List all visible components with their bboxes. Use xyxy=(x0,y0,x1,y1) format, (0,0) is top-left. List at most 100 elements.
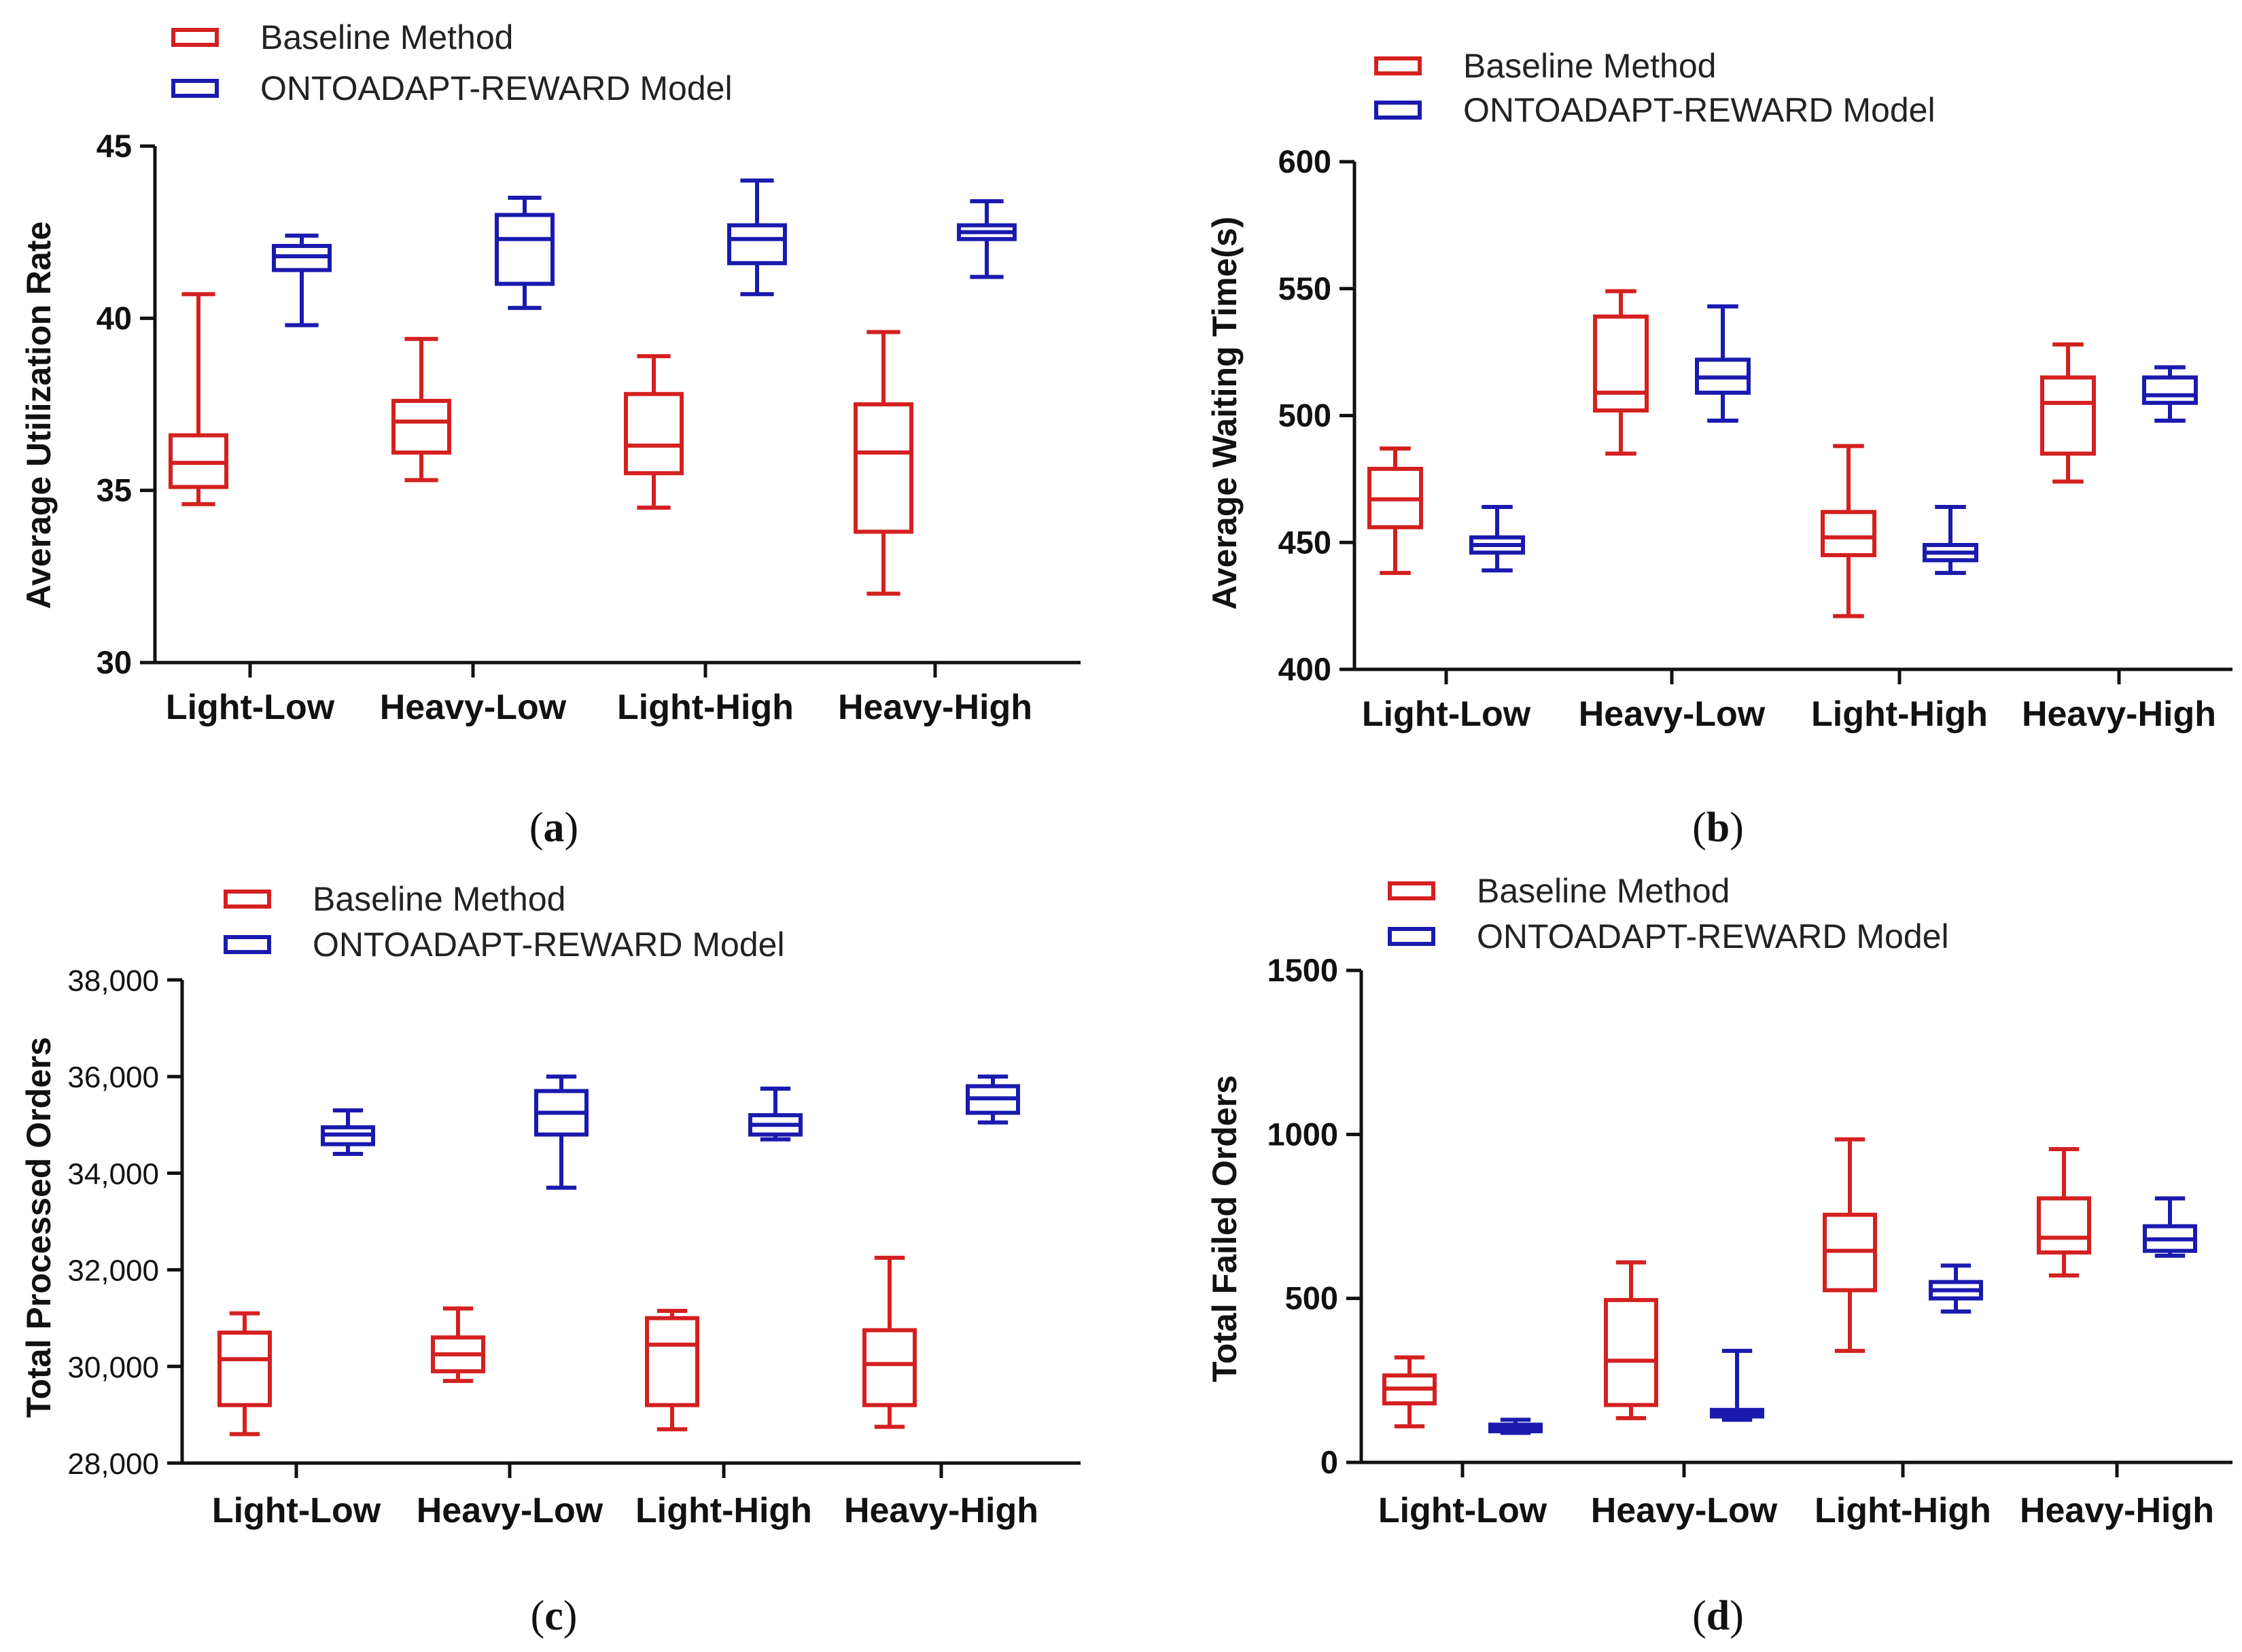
y-tick-label: 30 xyxy=(97,644,132,680)
x-category-label: Light-High xyxy=(635,1491,812,1530)
series-ontoadapt xyxy=(1469,304,2198,576)
box-plot xyxy=(534,1074,589,1190)
legend: Baseline Method ONTOADAPT-REWARD Model xyxy=(171,18,733,107)
box-plot xyxy=(1469,504,1525,573)
x-category-label: Heavy-High xyxy=(838,688,1032,727)
box-iqr xyxy=(854,402,913,534)
legend-swatch-ontoadapt xyxy=(224,935,271,954)
x-category-label: Light-Low xyxy=(1362,695,1531,734)
chart-panel-a: Baseline Method ONTOADAPT-REWARD Model 30 3… xyxy=(20,18,1081,851)
box-plot xyxy=(1821,444,1876,618)
box-plot xyxy=(727,178,787,296)
box-plot xyxy=(1929,1263,1983,1314)
legend-swatch-baseline xyxy=(224,890,271,909)
legend-swatch-baseline xyxy=(1374,56,1422,75)
legend-label: ONTOADAPT-REWARD Model xyxy=(313,926,785,964)
box-plot xyxy=(1823,1137,1877,1353)
panel-label: (a) xyxy=(529,805,578,851)
box-plot xyxy=(748,1086,803,1142)
box-iqr xyxy=(2142,375,2198,405)
box-plot xyxy=(645,1309,699,1432)
box-plot xyxy=(1593,289,1649,456)
box-plot xyxy=(2040,342,2096,484)
legend-label: ONTOADAPT-REWARD Model xyxy=(1477,917,1949,955)
x-category-label: Light-High xyxy=(1811,695,1988,734)
box-plot xyxy=(1382,1355,1437,1428)
box-iqr xyxy=(645,1316,699,1407)
y-tick-label: 0 xyxy=(1320,1444,1338,1480)
legend-label: Baseline Method xyxy=(313,880,565,918)
y-tick-label: 45 xyxy=(97,128,132,164)
x-category-label: Light-High xyxy=(1815,1491,1991,1530)
y-tick-label: 500 xyxy=(1285,1280,1338,1316)
panel-label: (d) xyxy=(1692,1593,1744,1639)
box-plot xyxy=(1710,1348,1764,1422)
box-iqr xyxy=(624,391,684,476)
box-plot xyxy=(1367,446,1423,576)
y-tick-label: 400 xyxy=(1278,651,1331,687)
box-iqr xyxy=(2037,1196,2091,1255)
legend-label: Baseline Method xyxy=(1477,872,1730,910)
x-category-label: Light-Low xyxy=(212,1491,381,1530)
box-plot xyxy=(2143,1196,2197,1258)
legend-label: Baseline Method xyxy=(260,18,513,56)
x-category-label: Heavy-High xyxy=(2022,695,2216,734)
box-iqr xyxy=(862,1328,917,1407)
x-category-label: Light-High xyxy=(617,688,794,727)
x-category-label: Light-Low xyxy=(1378,1491,1547,1530)
legend-swatch-ontoadapt xyxy=(1374,101,1422,120)
chart-panel-b: Baseline Method ONTOADAPT-REWARD Model 400… xyxy=(1206,47,2232,851)
y-tick-label: 500 xyxy=(1278,398,1331,434)
series-ontoadapt xyxy=(272,178,1017,328)
box-plot xyxy=(495,196,555,311)
y-axis-title: Total Failed Orders xyxy=(1206,1075,1244,1382)
x-category-label: Heavy-Low xyxy=(380,688,567,727)
x-category-label: Heavy-Low xyxy=(1591,1491,1778,1530)
series-baseline xyxy=(217,1255,917,1437)
legend-swatch-ontoadapt xyxy=(1388,927,1435,946)
box-plot xyxy=(2037,1147,2091,1278)
legend-swatch-baseline xyxy=(1388,881,1435,900)
box-plot xyxy=(272,233,332,328)
legend: Baseline Method ONTOADAPT-REWARD Model xyxy=(1388,872,1949,955)
box-plot xyxy=(431,1306,485,1384)
y-axis-title: Average Utilization Rate xyxy=(20,222,58,610)
y-tick-label: 450 xyxy=(1278,524,1331,560)
box-iqr xyxy=(1593,314,1649,413)
legend: Baseline Method ONTOADAPT-REWARD Model xyxy=(1374,47,1936,129)
box-plot xyxy=(2142,365,2198,423)
y-axis-title: Average Waiting Time(s) xyxy=(1206,217,1244,610)
y-tick-label: 38,000 xyxy=(67,964,159,998)
legend-label: ONTOADAPT-REWARD Model xyxy=(1463,91,1936,129)
box-plot xyxy=(624,354,684,510)
series-ontoadapt xyxy=(1488,1196,2197,1435)
y-tick-label: 36,000 xyxy=(67,1061,159,1094)
y-tick-label: 28,000 xyxy=(67,1447,159,1481)
y-tick-label: 1500 xyxy=(1267,952,1338,988)
series-baseline xyxy=(169,292,913,596)
box-plot xyxy=(1604,1260,1658,1420)
box-iqr xyxy=(727,223,787,266)
panel-label: (b) xyxy=(1692,805,1744,851)
x-category-label: Heavy-Low xyxy=(417,1491,603,1530)
box-plot xyxy=(321,1108,375,1156)
x-category-label: Light-Low xyxy=(166,688,335,727)
box-plot xyxy=(957,199,1017,279)
box-plot xyxy=(217,1311,272,1437)
box-plot xyxy=(1695,304,1751,423)
box-plot xyxy=(1923,504,1978,576)
y-tick-label: 35 xyxy=(97,472,132,508)
y-tick-label: 1000 xyxy=(1267,1116,1338,1152)
box-iqr xyxy=(217,1331,272,1407)
chart-panel-d: Baseline Method ONTOADAPT-REWARD Model 0 50… xyxy=(1206,872,2232,1639)
box-plot xyxy=(169,292,228,506)
y-tick-label: 32,000 xyxy=(67,1254,159,1288)
series-ontoadapt xyxy=(321,1074,1020,1190)
series-baseline xyxy=(1382,1137,2091,1428)
box-plot xyxy=(862,1255,917,1429)
legend: Baseline Method ONTOADAPT-REWARD Model xyxy=(224,880,785,964)
box-iqr xyxy=(495,213,555,286)
box-iqr xyxy=(1604,1298,1658,1407)
box-plot xyxy=(1488,1418,1543,1435)
